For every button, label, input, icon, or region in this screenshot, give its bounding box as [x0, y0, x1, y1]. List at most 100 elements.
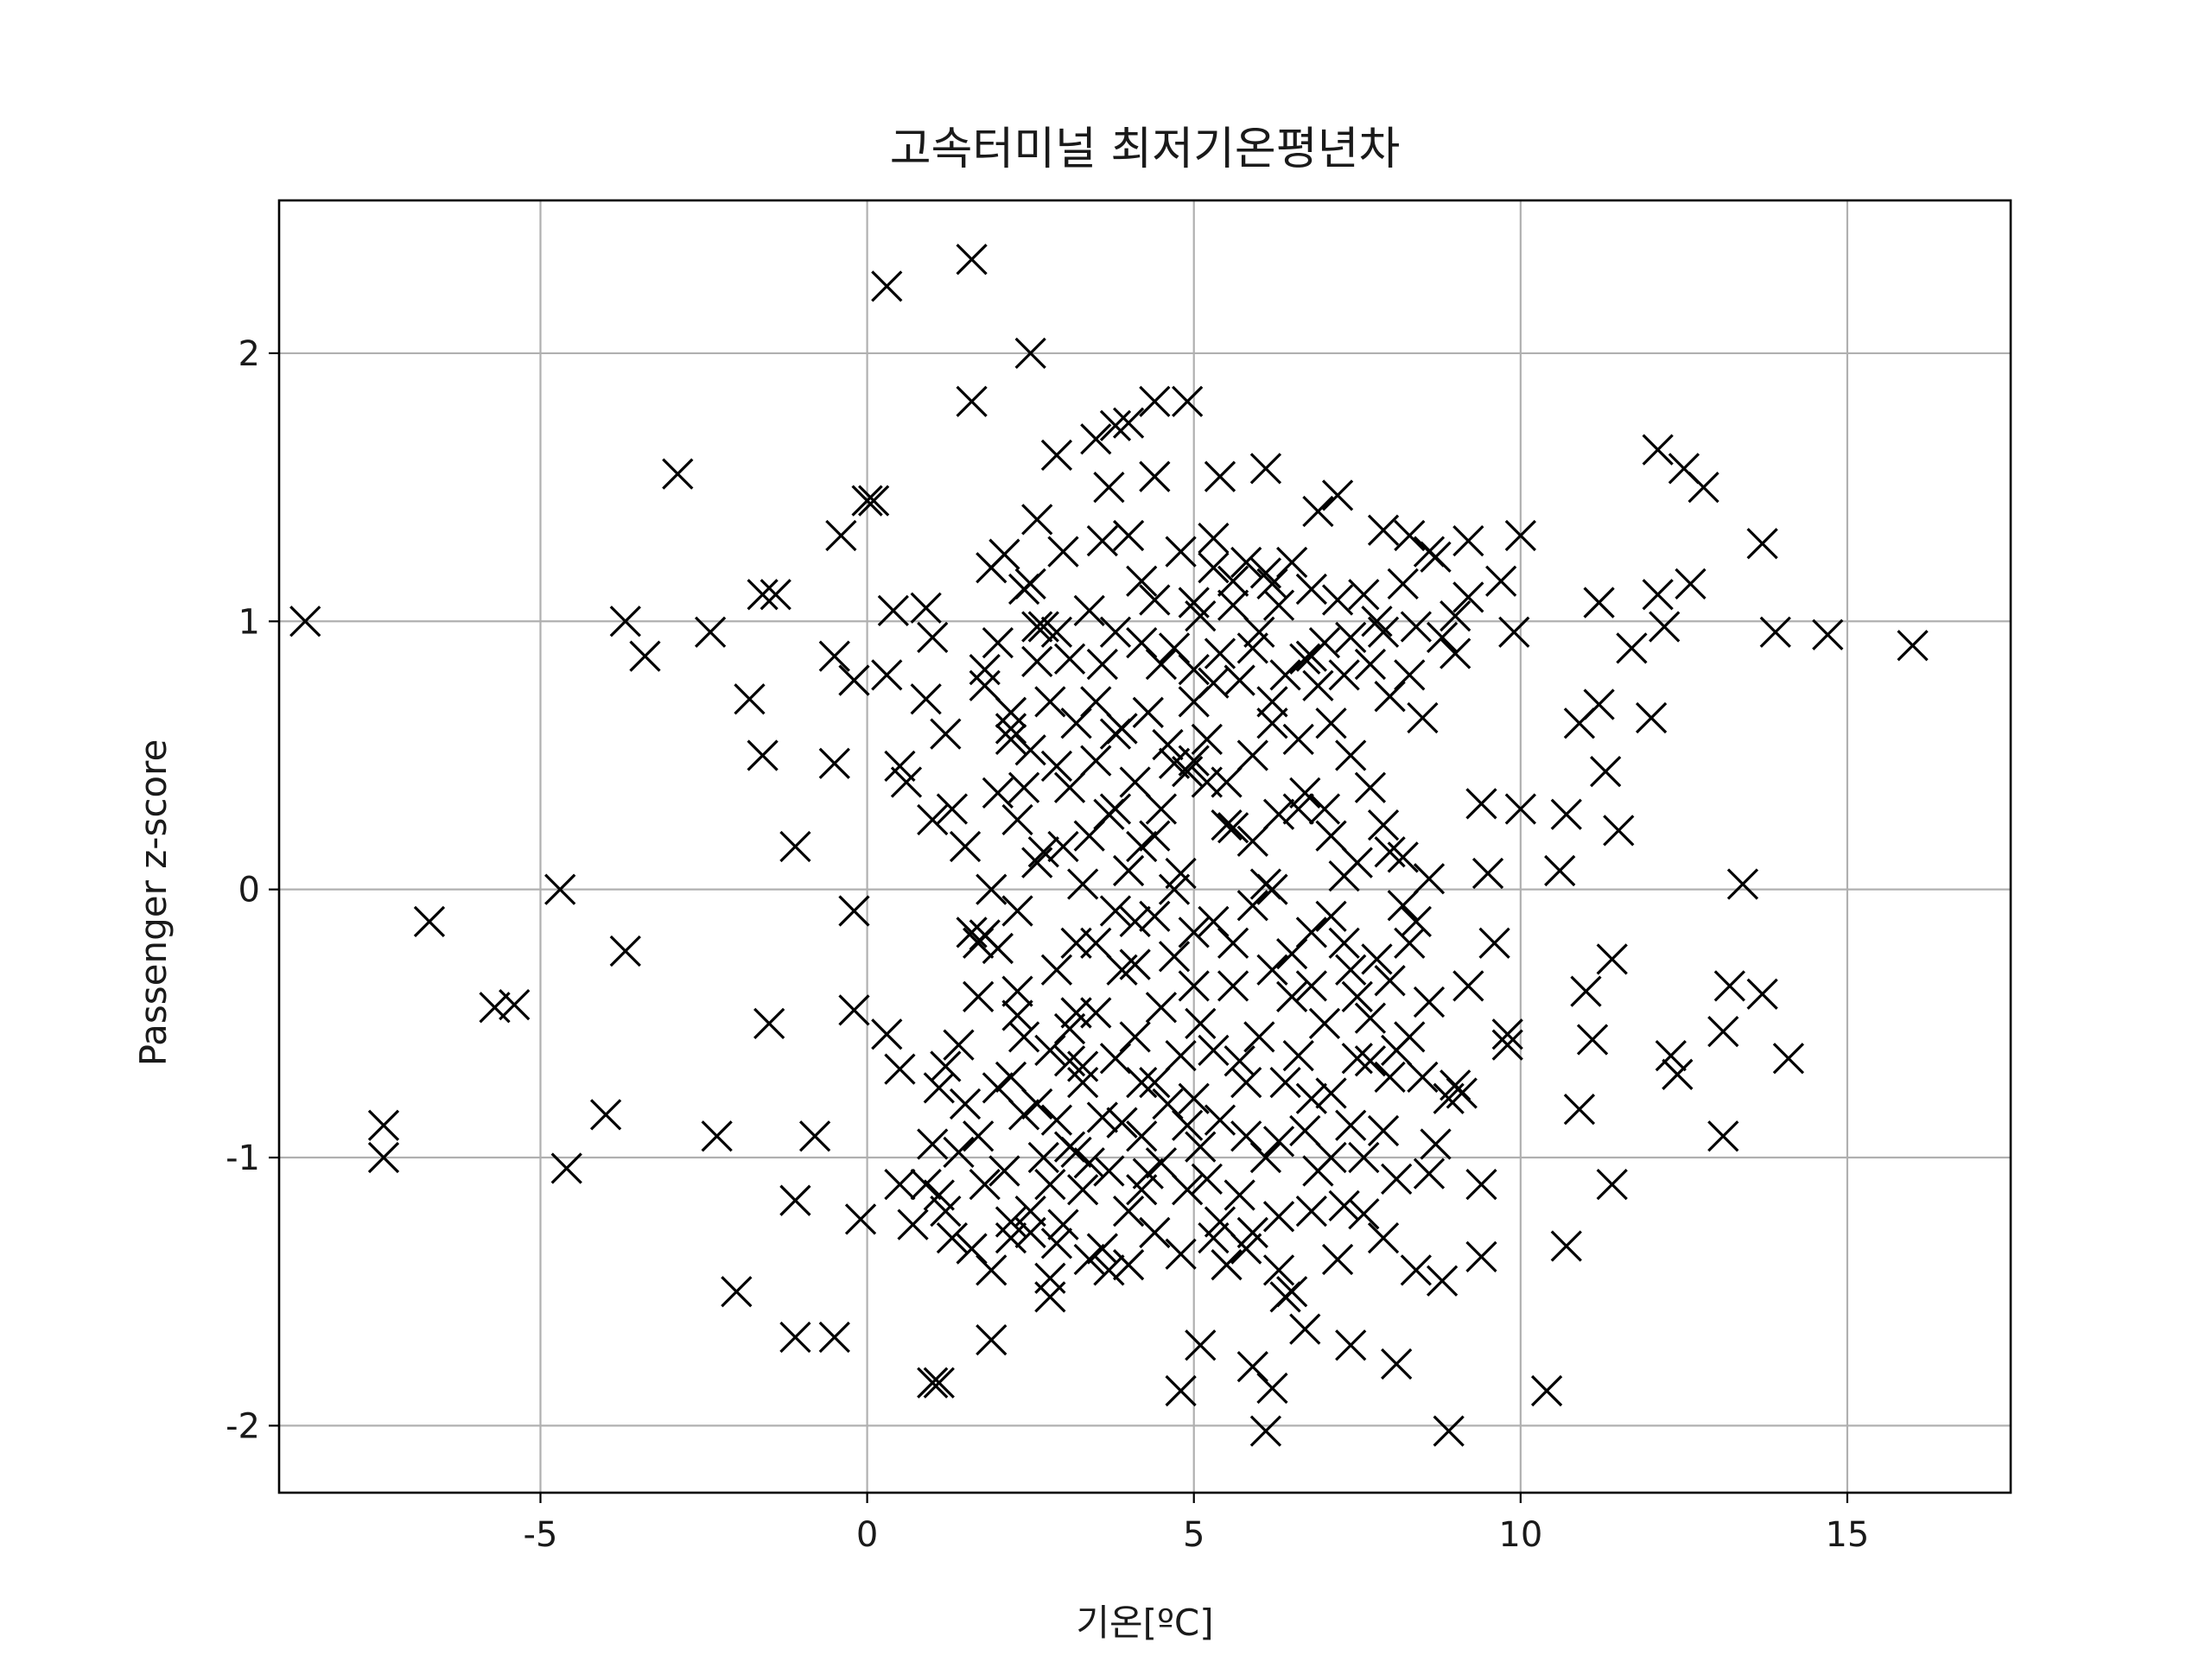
- data-point: [897, 1208, 929, 1240]
- data-point: [701, 1120, 733, 1152]
- data-point: [734, 683, 766, 715]
- data-point: [982, 1072, 1014, 1104]
- data-point: [1060, 1136, 1092, 1168]
- data-point: [1367, 514, 1400, 546]
- data-point: [1321, 1243, 1354, 1276]
- data-point: [1047, 1208, 1079, 1240]
- axis-ticks: -5 0 5 10 15 -2 -1 0 1 2: [226, 334, 1869, 1555]
- data-point: [1198, 552, 1230, 584]
- data-point: [1315, 900, 1347, 932]
- data-point: [969, 654, 1001, 686]
- data-point: [943, 1029, 975, 1061]
- data-point: [956, 917, 988, 948]
- data-point: [1021, 504, 1053, 536]
- data-point: [1093, 1254, 1125, 1286]
- data-point: [1452, 970, 1484, 1002]
- data-point: [1465, 1240, 1497, 1273]
- data-point: [1759, 616, 1791, 648]
- y-tick-label: 0: [238, 871, 260, 910]
- data-point: [923, 1367, 955, 1399]
- y-tick-label: 1: [238, 602, 260, 642]
- data-point: [1374, 965, 1406, 997]
- data-point: [988, 1155, 1020, 1187]
- data-point: [1145, 1147, 1178, 1179]
- data-point: [1387, 841, 1419, 873]
- data-point: [1126, 830, 1158, 863]
- data-point: [877, 594, 909, 627]
- data-point: [838, 994, 870, 1026]
- data-point: [1139, 584, 1171, 616]
- data-point: [798, 1120, 831, 1152]
- data-point: [1040, 1104, 1073, 1136]
- data-point: [1262, 589, 1295, 621]
- data-point: [1596, 943, 1628, 975]
- data-point: [1420, 1128, 1452, 1160]
- data-point: [1119, 1021, 1151, 1053]
- data-point: [1289, 777, 1321, 809]
- data-point: [1295, 573, 1327, 606]
- data-point: [1014, 734, 1046, 766]
- data-point: [1034, 686, 1066, 718]
- x-axis-title: 기온[ºC]: [1076, 1602, 1213, 1644]
- grid: [279, 200, 2011, 1493]
- data-point: [1198, 905, 1230, 938]
- data-point: [917, 1128, 949, 1160]
- data-point: [1185, 599, 1217, 632]
- data-point: [1570, 975, 1602, 1007]
- data-point: [1707, 1016, 1739, 1048]
- data-point: [949, 1088, 982, 1120]
- data-point: [1354, 1045, 1387, 1077]
- data-point: [1224, 1045, 1255, 1077]
- data-point: [1204, 460, 1236, 492]
- data-point: [1478, 927, 1510, 959]
- data-point: [1583, 688, 1615, 720]
- x-tick-label: 5: [1183, 1515, 1205, 1555]
- data-point: [1295, 1082, 1327, 1114]
- data-point: [1236, 1216, 1268, 1249]
- data-point: [1289, 643, 1321, 675]
- data-point: [1662, 1058, 1694, 1090]
- data-point: [963, 980, 995, 1012]
- data-point: [1217, 565, 1249, 597]
- data-point: [1007, 1021, 1040, 1053]
- data-point: [1328, 1189, 1360, 1222]
- data-point: [1099, 409, 1132, 441]
- data-points: [289, 244, 1929, 1447]
- data-point: [1191, 1163, 1223, 1195]
- data-point: [1675, 568, 1707, 599]
- data-point: [1093, 1155, 1125, 1187]
- data-point: [851, 485, 883, 517]
- data-point: [1563, 1094, 1596, 1126]
- data-point: [1550, 1230, 1582, 1262]
- data-point: [1053, 643, 1086, 675]
- data-point: [976, 1254, 1007, 1286]
- data-point: [1021, 611, 1053, 643]
- data-point: [1165, 1238, 1197, 1270]
- data-point: [1093, 471, 1125, 504]
- data-point: [1152, 728, 1184, 761]
- data-point: [1053, 771, 1086, 803]
- data-point: [1106, 713, 1138, 745]
- data-point: [1099, 616, 1132, 648]
- data-point: [1550, 798, 1582, 830]
- data-point: [1001, 975, 1033, 1007]
- data-point: [1407, 701, 1439, 734]
- data-point: [1217, 970, 1249, 1002]
- data-point: [1040, 954, 1073, 986]
- data-point: [544, 873, 576, 905]
- data-point: [1126, 1174, 1158, 1206]
- data-point: [1328, 927, 1360, 959]
- data-point: [1335, 954, 1367, 986]
- data-point: [1165, 1039, 1197, 1072]
- data-point: [1315, 820, 1347, 852]
- data-point: [1224, 664, 1255, 696]
- x-tick-label: 10: [1498, 1515, 1542, 1555]
- data-point: [1217, 812, 1249, 844]
- data-point: [1243, 616, 1275, 648]
- x-tick-label: -5: [524, 1515, 558, 1555]
- data-point: [1308, 1007, 1341, 1039]
- data-point: [1354, 648, 1387, 681]
- data-point: [963, 1120, 995, 1152]
